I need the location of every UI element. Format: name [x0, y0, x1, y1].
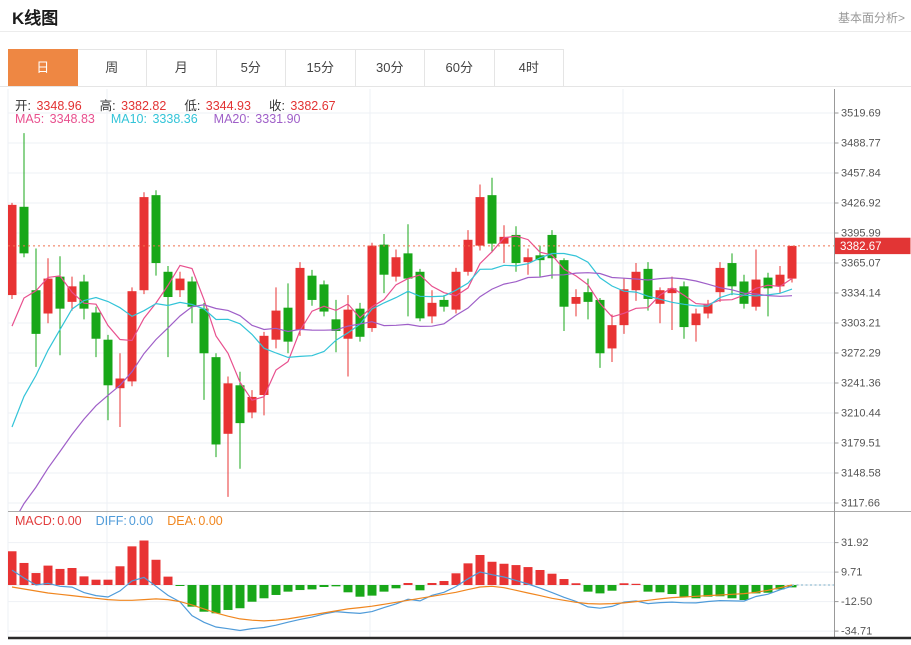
- tab-4hour[interactable]: 4时: [494, 49, 564, 87]
- dea-line: [11, 584, 793, 622]
- svg-text:3365.07: 3365.07: [841, 258, 881, 270]
- svg-text:3457.84: 3457.84: [841, 168, 881, 180]
- ohlc-row-开: 开: 3348.96: [15, 99, 82, 113]
- candles-layer: [8, 133, 797, 497]
- svg-text:3488.77: 3488.77: [841, 138, 881, 150]
- ma20-line: [18, 272, 793, 512]
- ma-row-MA5: MA5: 3348.83: [15, 112, 95, 126]
- tab-60min[interactable]: 60分: [425, 49, 495, 87]
- tab-week[interactable]: 周: [77, 49, 147, 87]
- macd-hist-layer: [8, 540, 797, 614]
- last-price-badge: 3382.67: [834, 237, 911, 255]
- svg-text:3382.67: 3382.67: [840, 241, 882, 253]
- title-divider: [0, 31, 911, 32]
- macd-row-DIFF: DIFF: 0.00: [95, 514, 154, 528]
- macd-readout: MACD: 0.00 DIFF: 0.00 DEA: 0.00: [15, 514, 223, 528]
- svg-text:3241.36: 3241.36: [841, 378, 881, 390]
- svg-text:3334.14: 3334.14: [841, 288, 881, 300]
- ohlc-row-低: 低: 3344.93: [184, 99, 251, 113]
- ma-readout: MA5: 3348.83 MA10: 3338.36 MA20: 3331.90: [15, 112, 300, 126]
- ma5-line: [11, 235, 793, 401]
- svg-text:-12.50: -12.50: [841, 596, 872, 608]
- ma10-line: [11, 252, 793, 428]
- svg-text:3148.58: 3148.58: [841, 468, 881, 480]
- tab-15min[interactable]: 15分: [286, 49, 356, 87]
- tabs-underline: [0, 86, 911, 87]
- fundamental-analysis-link[interactable]: 基本面分析>: [837, 11, 905, 25]
- pane-borders: [8, 89, 911, 640]
- svg-text:3179.51: 3179.51: [841, 438, 881, 450]
- svg-text:3210.44: 3210.44: [841, 408, 881, 420]
- tab-5min[interactable]: 5分: [216, 49, 286, 87]
- ma-row-MA10: MA10: 3338.36: [110, 112, 198, 126]
- svg-text:3519.69: 3519.69: [841, 108, 881, 120]
- tab-month[interactable]: 月: [147, 49, 217, 87]
- macd-row-DEA: DEA: 0.00: [167, 514, 223, 528]
- period-tabs: 日周月 5分 15分 30分 60分 4时: [8, 49, 564, 87]
- svg-text:-34.71: -34.71: [841, 626, 872, 638]
- svg-text:3272.29: 3272.29: [841, 348, 881, 360]
- tab-day[interactable]: 日: [8, 49, 78, 87]
- ohlc-readout: 开: 3348.96 高: 3382.82 低: 3344.93 收: 3382.67: [15, 95, 336, 114]
- svg-text:3395.99: 3395.99: [841, 228, 881, 240]
- ohlc-row-收: 收: 3382.67: [268, 99, 336, 113]
- ohlc-row-高: 高: 3382.82: [99, 99, 167, 113]
- price-axis: 3519.69 3488.77 3457.84 3426.92 3395.99 3365.…: [834, 108, 881, 638]
- svg-text:9.71: 9.71: [841, 567, 862, 579]
- macd-row-MACD: MACD: 0.00: [15, 514, 82, 528]
- page-title: K线图: [12, 9, 59, 28]
- ma-row-MA20: MA20: 3331.90: [213, 112, 301, 126]
- svg-text:31.92: 31.92: [841, 537, 869, 549]
- svg-text:3303.21: 3303.21: [841, 318, 881, 330]
- tab-30min[interactable]: 30分: [355, 49, 425, 87]
- svg-text:3117.66: 3117.66: [841, 498, 880, 510]
- svg-text:3426.92: 3426.92: [841, 198, 881, 210]
